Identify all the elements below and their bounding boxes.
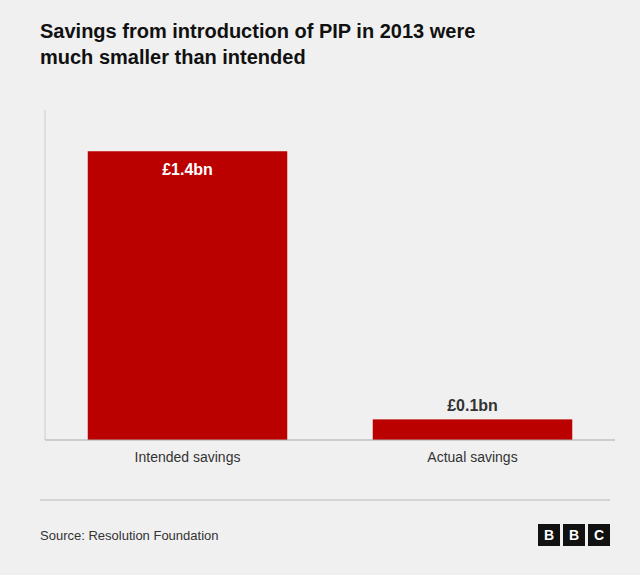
title-line: much smaller than intended [40,46,306,68]
divider [40,500,610,501]
title: Savings from introduction of PIP in 2013… [40,20,475,68]
data-label: £0.1bn [447,397,498,414]
bars [88,151,573,440]
x-tick-label: Actual savings [427,449,517,465]
data-labels: £1.4bn £0.1bn [162,161,498,414]
bar [88,151,288,440]
bar [373,419,573,440]
logo-box [563,524,585,546]
background [0,0,640,575]
source: Source: Resolution Foundation [40,528,219,543]
logo-box [538,524,560,546]
y-axis-line [45,110,46,440]
logo-letter: B [569,527,579,543]
x-tick-label: Intended savings [135,449,241,465]
title-line: Savings from introduction of PIP in 2013… [40,20,475,42]
logo-letter: B [544,527,554,543]
chart: Savings from introduction of PIP in 2013… [0,0,640,575]
logo-letter: C [594,527,604,543]
logo-box [588,524,610,546]
data-label: £1.4bn [162,161,213,178]
x-axis-line [45,439,615,440]
